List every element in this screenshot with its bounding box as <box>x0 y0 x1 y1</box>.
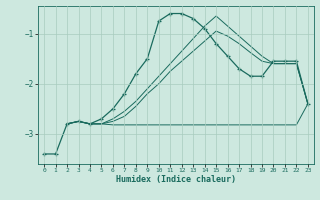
X-axis label: Humidex (Indice chaleur): Humidex (Indice chaleur) <box>116 175 236 184</box>
